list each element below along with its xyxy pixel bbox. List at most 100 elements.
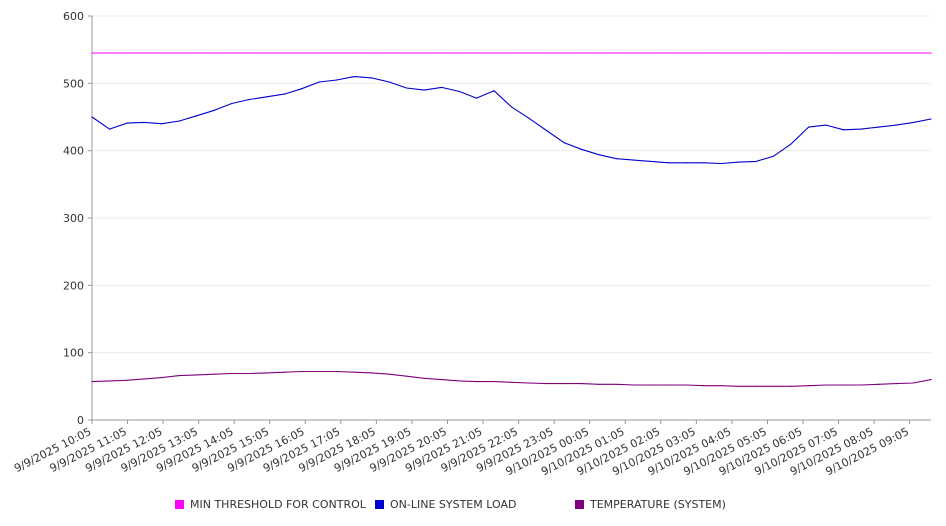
data-point-system-load [161, 123, 163, 125]
data-point-min-threshold [808, 52, 810, 54]
legend-item-system-load[interactable]: ON-LINE SYSTEM LOAD [375, 498, 516, 511]
data-point-system-load [615, 158, 617, 160]
data-point-min-threshold [563, 52, 565, 54]
data-point-system-load [231, 102, 233, 105]
data-point-temperature [930, 379, 932, 381]
data-point-system-load [930, 118, 932, 120]
legend-item-temperature[interactable]: TEMPERATURE (SYSTEM) [575, 498, 726, 511]
data-point-temperature [458, 380, 460, 382]
data-point-min-threshold [475, 52, 478, 54]
data-point-min-threshold [406, 52, 408, 54]
data-point-min-threshold [91, 52, 93, 54]
data-point-temperature [633, 384, 635, 386]
data-point-min-threshold [860, 52, 862, 54]
data-point-min-threshold [895, 52, 897, 54]
y-tick-label: 200 [63, 279, 84, 292]
data-point-system-load [877, 126, 880, 128]
data-point-system-load [440, 86, 443, 88]
data-point-min-threshold [790, 52, 792, 54]
data-point-min-threshold [440, 52, 443, 54]
data-point-system-load [91, 116, 93, 118]
data-point-min-threshold [336, 52, 338, 54]
data-point-system-load [528, 117, 530, 119]
data-point-temperature [685, 384, 687, 386]
data-point-system-load [895, 124, 897, 126]
data-point-system-load [668, 162, 670, 164]
data-point-temperature [615, 383, 617, 385]
data-point-temperature [336, 370, 338, 373]
data-point-temperature [283, 371, 285, 373]
data-point-system-load [248, 98, 250, 101]
data-point-system-load [213, 109, 215, 111]
data-point-min-threshold [108, 52, 111, 54]
data-point-min-threshold [598, 52, 600, 54]
data-point-min-threshold [283, 52, 285, 54]
data-point-min-threshold [877, 52, 880, 54]
series-line-temperature [91, 370, 932, 387]
data-point-system-load [143, 121, 146, 123]
data-point-min-threshold [773, 52, 775, 54]
data-point-min-threshold [528, 52, 530, 54]
legend-swatch-min-threshold [175, 500, 184, 509]
data-point-system-load [196, 115, 198, 117]
data-point-temperature [231, 372, 233, 375]
legend-label-system-load: ON-LINE SYSTEM LOAD [390, 498, 517, 511]
data-point-temperature [266, 372, 268, 374]
data-point-temperature [196, 374, 198, 376]
data-point-system-load [545, 129, 548, 132]
data-point-system-load [773, 155, 775, 157]
data-point-temperature [528, 382, 530, 384]
data-point-system-load [738, 161, 740, 163]
data-point-min-threshold [126, 52, 128, 54]
data-point-system-load [423, 89, 425, 91]
data-point-temperature [912, 382, 915, 384]
legend: MIN THRESHOLD FOR CONTROL ON-LINE SYSTEM… [0, 498, 946, 516]
data-point-temperature [738, 385, 740, 387]
data-point-system-load [808, 126, 810, 128]
data-point-system-load [703, 162, 705, 164]
series-points-min-threshold [91, 52, 932, 54]
data-point-temperature [668, 384, 670, 386]
data-point-min-threshold [843, 52, 845, 54]
data-point-min-threshold [178, 52, 180, 54]
data-point-system-load [755, 160, 757, 163]
y-axis-ticks: 0 100 200 300 400 500 600 [63, 10, 92, 427]
data-point-min-threshold [266, 52, 268, 54]
data-point-system-load [178, 120, 180, 122]
grid-lines [92, 15, 931, 354]
data-point-temperature [108, 380, 111, 382]
y-tick-label: 0 [77, 414, 84, 427]
data-point-system-load [685, 162, 687, 164]
data-point-temperature [388, 373, 390, 375]
data-point-system-load [563, 141, 565, 144]
data-point-temperature [178, 374, 180, 377]
data-point-min-threshold [143, 52, 146, 54]
data-point-min-threshold [353, 52, 355, 54]
y-tick-label: 600 [63, 10, 84, 23]
data-point-temperature [790, 385, 792, 387]
data-point-system-load [580, 148, 583, 150]
data-point-temperature [510, 381, 513, 383]
data-point-min-threshold [580, 52, 583, 54]
data-point-temperature [808, 385, 810, 387]
data-point-temperature [580, 383, 583, 385]
data-point-temperature [720, 385, 722, 387]
data-point-temperature [248, 372, 250, 375]
data-point-min-threshold [248, 52, 250, 54]
data-point-min-threshold [493, 52, 495, 54]
data-point-temperature [161, 376, 163, 379]
data-point-temperature [860, 384, 862, 386]
data-point-min-threshold [738, 52, 740, 54]
legend-item-min-threshold[interactable]: MIN THRESHOLD FOR CONTROL [175, 498, 366, 511]
data-point-system-load [353, 76, 355, 78]
data-point-temperature [563, 383, 565, 385]
data-point-system-load [371, 77, 373, 79]
data-point-system-load [318, 81, 320, 83]
data-point-min-threshold [703, 52, 705, 54]
data-point-system-load [458, 90, 460, 93]
data-point-system-load [860, 128, 862, 130]
data-point-min-threshold [510, 52, 513, 54]
y-tick-label: 500 [63, 77, 84, 90]
data-point-min-threshold [458, 52, 460, 54]
data-point-min-threshold [231, 52, 233, 54]
